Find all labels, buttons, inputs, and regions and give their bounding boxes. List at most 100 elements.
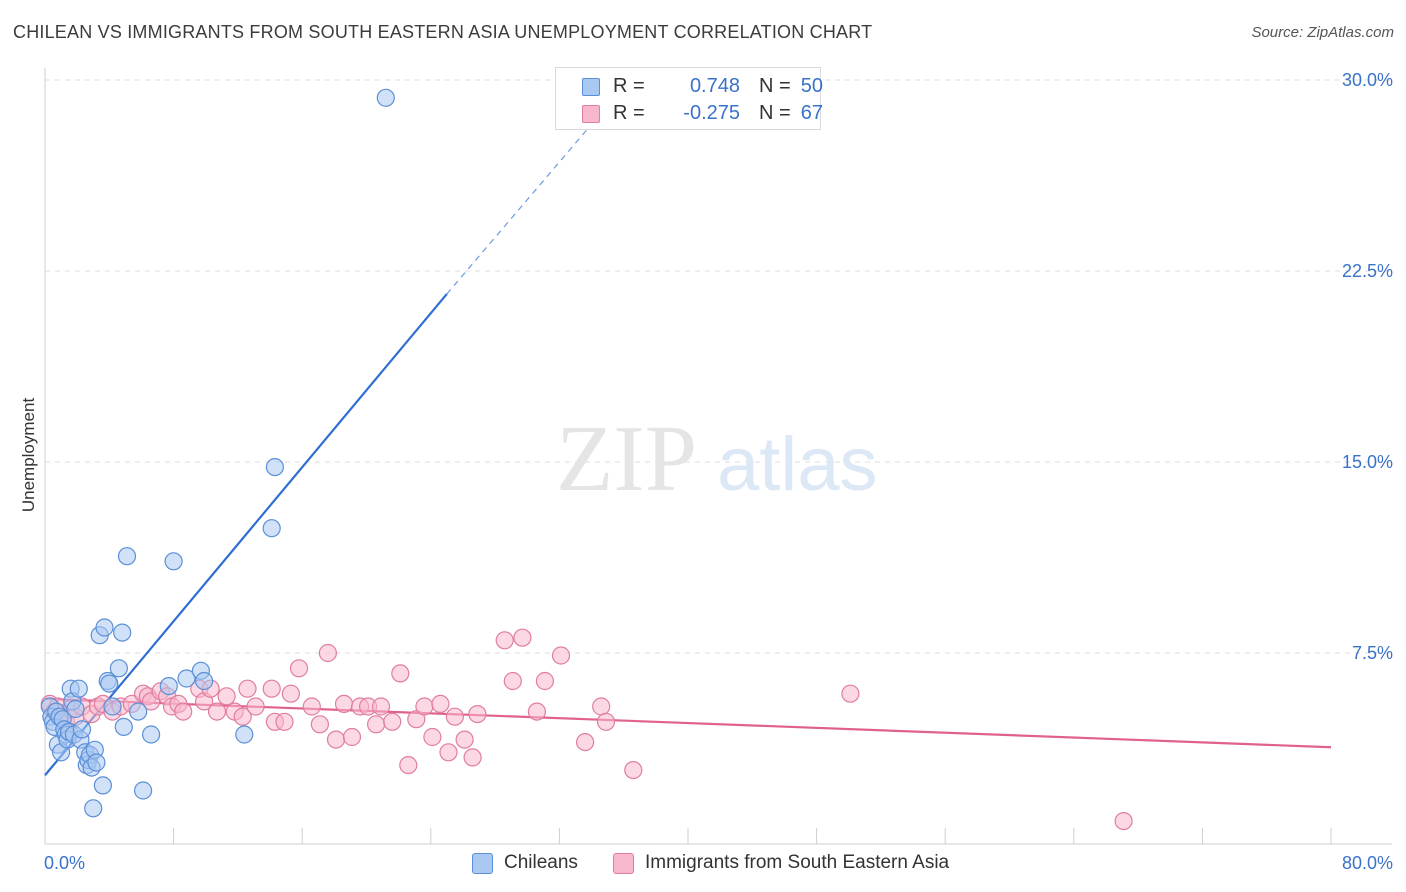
immigrants-point [495,631,514,650]
legend-label: Immigrants from South Eastern Asia [645,852,950,873]
chileans-point [376,88,395,107]
chileans-point [93,776,113,795]
immigrants-point [246,697,265,716]
x-tick-labels: 0.0% 80.0% [44,853,1393,873]
chileans-point [109,659,129,678]
n-label: N = [759,102,791,124]
correlation-legend: R = 0.748 N = 50 R = -0.275 N = 67 [555,67,823,130]
chileans-point [164,552,183,571]
chileans-point [95,618,114,637]
immigrants-point [592,697,611,716]
y-tick-label: 30.0% [1342,70,1393,90]
y-axis-label: Unemployment [19,398,38,513]
immigrants-point [391,664,410,683]
chileans-point [177,669,196,688]
immigrants-point [367,715,386,734]
immigrants-point [503,671,522,691]
chileans-trend-line [44,293,448,776]
chileans-point [134,781,153,800]
chileans-swatch [472,853,493,874]
immigrants-swatch [613,853,634,874]
immigrants-point [431,694,450,714]
immigrants-point [513,628,532,647]
immigrants-point [535,671,555,691]
chileans-point [265,458,284,477]
immigrants-point [275,712,294,731]
immigrants-point [415,697,434,716]
r-label: R = [613,75,645,97]
immigrants-point [326,730,346,749]
y-tick-label: 15.0% [1342,452,1393,472]
immigrants-point [527,702,547,721]
watermark: ZIP atlas [556,407,878,511]
chileans-swatch [582,78,600,96]
grid-lines [45,79,1392,654]
immigrants-point [407,710,426,729]
immigrants-point [439,743,458,762]
source-label: Source: ZipAtlas.com [1251,24,1394,41]
immigrants-point [281,684,300,703]
data-points [40,88,1133,831]
x-tick-label: 0.0% [44,853,85,873]
chileans-point [103,697,122,716]
chileans-point [142,725,161,744]
immigrants-point [468,704,487,724]
chileans-point [195,671,214,691]
immigrants-point [334,694,354,714]
watermark-zip: ZIP [556,407,697,511]
chileans-point [235,725,254,744]
r-value: -0.275 [683,102,740,124]
immigrants-point [233,707,252,726]
immigrants-point [445,707,464,726]
watermark-atlas: atlas [717,422,878,507]
immigrants-point [1114,811,1133,831]
n-value: 50 [800,75,823,97]
n-label: N = [759,75,791,97]
legend-label: Chileans [504,852,578,873]
r-value: 0.748 [689,75,740,97]
immigrants-swatch [582,105,600,123]
chileans-point [84,799,103,818]
immigrants-point [289,659,309,678]
chileans-point [117,547,137,566]
chileans-point [159,676,178,696]
n-value: 67 [800,102,823,124]
r-label: R = [613,102,645,124]
x-tick-label: 80.0% [1342,853,1393,873]
immigrants-point [841,684,860,703]
chileans-point [72,720,92,739]
immigrants-point [596,712,616,731]
y-tick-label: 22.5% [1342,261,1393,281]
immigrants-point [463,748,482,767]
y-tick-labels: 7.5% 15.0% 22.5% 30.0% [1342,70,1393,663]
chileans-point [113,623,132,642]
y-tick-label: 7.5% [1352,643,1393,663]
immigrants-point [262,679,281,698]
immigrants-point [302,697,321,716]
immigrants-point [310,715,329,734]
chileans-point [69,679,88,698]
immigrants-point [207,702,227,721]
chileans-point [114,717,133,737]
immigrants-point [174,702,193,721]
immigrants-point [624,760,643,780]
immigrants-point [423,727,442,747]
immigrants-point [342,727,362,747]
immigrants-point [399,755,418,775]
chileans-point [129,702,148,721]
chileans-point [262,519,281,538]
immigrants-point [318,643,337,663]
chileans-point [66,699,85,719]
immigrants-point [455,730,474,749]
chileans-point [87,753,106,772]
immigrants-point [383,712,402,731]
chileans-point [100,674,119,693]
chileans-trend-extension [446,105,609,295]
immigrants-point [551,646,571,665]
chart-title: CHILEAN VS IMMIGRANTS FROM SOUTH EASTERN… [13,22,873,42]
immigrants-point [238,679,257,698]
immigrants-point [371,697,391,716]
immigrants-point [217,687,236,706]
immigrants-point [575,732,595,752]
